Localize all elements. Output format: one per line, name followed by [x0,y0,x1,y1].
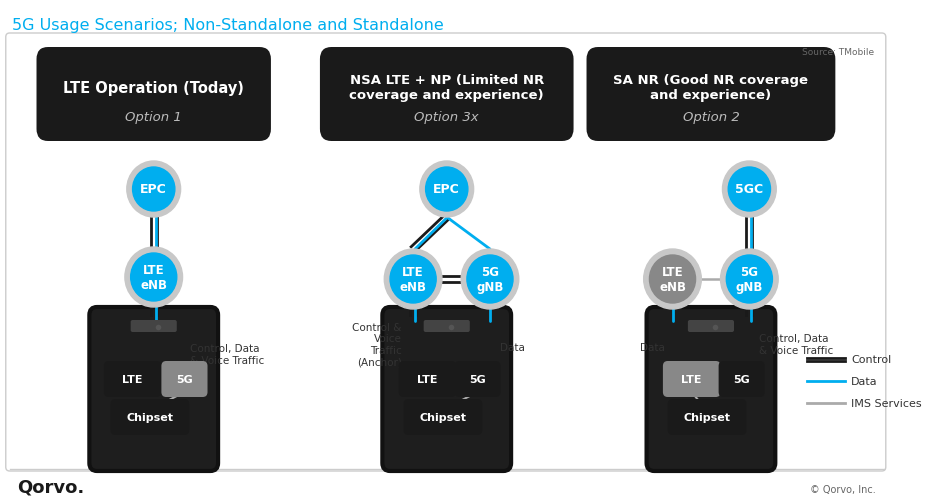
FancyBboxPatch shape [663,361,721,397]
Text: Chipset: Chipset [684,412,731,422]
FancyBboxPatch shape [320,48,574,142]
Circle shape [467,256,513,304]
Text: SA NR (Good NR coverage
and experience): SA NR (Good NR coverage and experience) [614,74,808,102]
Circle shape [133,168,175,211]
Text: 5G: 5G [734,374,751,384]
Text: Data: Data [499,342,525,352]
Text: LTE: LTE [682,374,702,384]
Text: © Qorvo, Inc.: © Qorvo, Inc. [810,484,876,494]
Text: LTE: LTE [123,374,143,384]
FancyBboxPatch shape [455,361,500,397]
Circle shape [644,249,701,310]
Text: Option 2: Option 2 [683,111,739,124]
Text: Chipset: Chipset [419,412,466,422]
Text: Control &
Voice
Traffic
(Anchor): Control & Voice Traffic (Anchor) [352,322,402,367]
Circle shape [126,162,180,217]
Text: 5G
gNB: 5G gNB [736,266,763,294]
FancyBboxPatch shape [424,320,470,332]
FancyBboxPatch shape [668,399,747,435]
FancyBboxPatch shape [162,361,207,397]
FancyBboxPatch shape [587,48,835,142]
Circle shape [461,249,519,310]
Text: EPC: EPC [433,183,460,196]
Text: IMS Services: IMS Services [851,398,922,408]
FancyBboxPatch shape [399,361,457,397]
Text: Control, Data
& Voice Traffic: Control, Data & Voice Traffic [759,334,833,355]
FancyBboxPatch shape [130,320,177,332]
Circle shape [728,168,770,211]
Circle shape [649,256,696,304]
FancyBboxPatch shape [719,361,764,397]
Text: LTE Operation (Today): LTE Operation (Today) [63,80,245,95]
Circle shape [426,168,468,211]
Text: Data: Data [640,342,665,352]
FancyBboxPatch shape [36,48,271,142]
Text: LTE
eNB: LTE eNB [140,264,167,292]
FancyBboxPatch shape [89,308,218,471]
FancyBboxPatch shape [404,399,483,435]
Text: Option 3x: Option 3x [415,111,479,124]
Circle shape [726,256,773,304]
Text: Data: Data [851,376,878,386]
FancyBboxPatch shape [111,399,190,435]
Circle shape [384,249,442,310]
Text: NSA LTE + NP (Limited NR
coverage and experience): NSA LTE + NP (Limited NR coverage and ex… [350,74,544,102]
Text: Option 1: Option 1 [126,111,182,124]
Circle shape [130,254,177,302]
Text: Source: TMobile: Source: TMobile [803,48,874,57]
Text: Control, Data
& Voice Traffic: Control, Data & Voice Traffic [191,344,264,365]
Text: 5G: 5G [469,374,485,384]
Text: 5G: 5G [176,374,193,384]
FancyBboxPatch shape [6,34,885,471]
Circle shape [721,249,778,310]
FancyBboxPatch shape [382,308,512,471]
Circle shape [390,256,436,304]
Text: Qorvo.: Qorvo. [18,478,85,496]
FancyBboxPatch shape [104,361,162,397]
FancyBboxPatch shape [646,308,776,471]
Text: LTE: LTE [418,374,438,384]
Circle shape [419,162,473,217]
Text: LTE
eNB: LTE eNB [659,266,686,294]
Text: 5G
gNB: 5G gNB [476,266,504,294]
Text: Chipset: Chipset [126,412,173,422]
Text: 5GC: 5GC [736,183,764,196]
Text: 5G Usage Scenarios; Non-Standalone and Standalone: 5G Usage Scenarios; Non-Standalone and S… [11,18,444,33]
Circle shape [723,162,777,217]
Text: Control: Control [851,354,892,364]
Circle shape [125,247,182,308]
Text: EPC: EPC [140,183,167,196]
FancyBboxPatch shape [688,320,734,332]
Text: LTE
eNB: LTE eNB [400,266,427,294]
